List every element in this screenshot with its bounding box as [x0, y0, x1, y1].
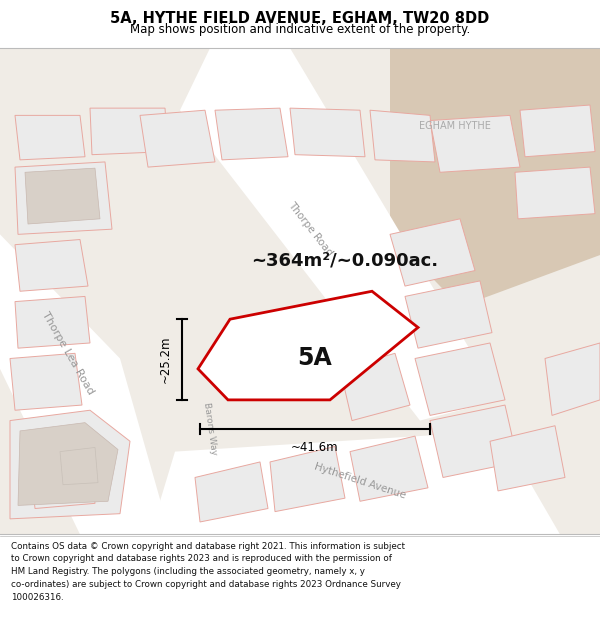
Text: Thorpe Road: Thorpe Road	[286, 200, 334, 258]
Polygon shape	[545, 343, 600, 416]
Text: Thorpe Lea Road: Thorpe Lea Road	[40, 310, 96, 396]
Text: Contains OS data © Crown copyright and database right 2021. This information is : Contains OS data © Crown copyright and d…	[11, 542, 405, 602]
Polygon shape	[390, 219, 475, 286]
Polygon shape	[90, 108, 168, 154]
Polygon shape	[430, 116, 520, 172]
Polygon shape	[415, 343, 505, 416]
Polygon shape	[290, 108, 365, 157]
Polygon shape	[15, 116, 85, 160]
Polygon shape	[198, 291, 418, 400]
Polygon shape	[18, 422, 118, 506]
Polygon shape	[15, 162, 112, 234]
Polygon shape	[520, 105, 595, 157]
Polygon shape	[30, 457, 95, 509]
Polygon shape	[180, 48, 500, 421]
Polygon shape	[270, 446, 345, 512]
Polygon shape	[215, 108, 288, 160]
Polygon shape	[140, 110, 215, 167]
Text: ~41.6m: ~41.6m	[291, 441, 339, 454]
Polygon shape	[60, 448, 98, 485]
Text: EGHAM HYTHE: EGHAM HYTHE	[419, 121, 491, 131]
Polygon shape	[15, 296, 90, 348]
Text: ~364m²/~0.090ac.: ~364m²/~0.090ac.	[251, 251, 439, 269]
Polygon shape	[515, 167, 595, 219]
Polygon shape	[248, 315, 298, 364]
Polygon shape	[25, 168, 100, 224]
Polygon shape	[10, 410, 130, 519]
Polygon shape	[10, 353, 82, 410]
Polygon shape	[0, 234, 170, 534]
Text: Hythefield Avenue: Hythefield Avenue	[313, 461, 407, 500]
Text: ~25.2m: ~25.2m	[159, 336, 172, 383]
Text: 5A, HYTHE FIELD AVENUE, EGHAM, TW20 8DD: 5A, HYTHE FIELD AVENUE, EGHAM, TW20 8DD	[110, 11, 490, 26]
Polygon shape	[370, 110, 435, 162]
Polygon shape	[390, 48, 600, 307]
Polygon shape	[350, 436, 428, 501]
Polygon shape	[340, 353, 410, 421]
Polygon shape	[0, 48, 600, 534]
Text: Barons Way: Barons Way	[202, 402, 218, 456]
Polygon shape	[195, 462, 268, 522]
Polygon shape	[405, 281, 492, 348]
Polygon shape	[490, 426, 565, 491]
Polygon shape	[15, 239, 88, 291]
Polygon shape	[150, 431, 560, 534]
Text: Map shows position and indicative extent of the property.: Map shows position and indicative extent…	[130, 23, 470, 36]
Text: 5A: 5A	[298, 346, 332, 371]
Polygon shape	[430, 405, 518, 478]
